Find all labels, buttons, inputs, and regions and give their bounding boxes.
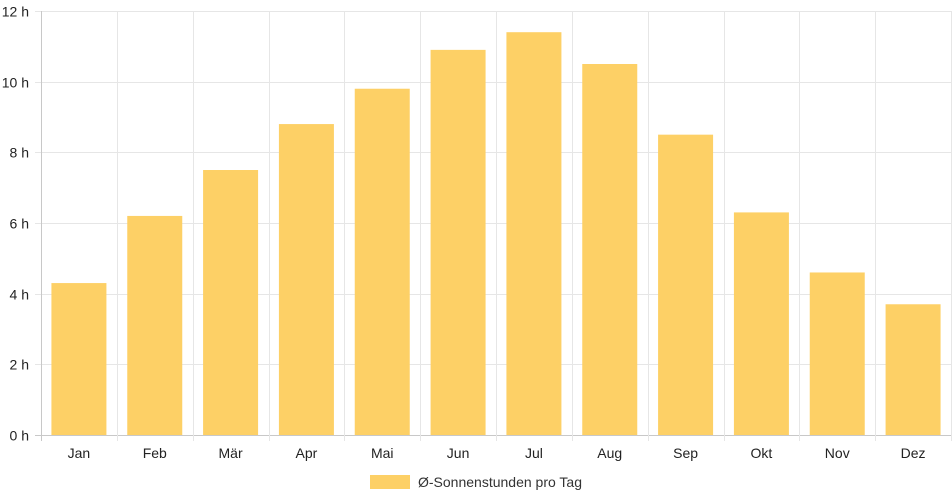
x-tick-label: Aug — [597, 445, 622, 461]
legend-swatch[interactable] — [370, 475, 410, 489]
bar-dez[interactable] — [885, 304, 941, 435]
bar-mai[interactable] — [354, 88, 410, 435]
x-tick-label: Okt — [751, 445, 773, 461]
x-tick-label: Nov — [825, 445, 850, 461]
bar-sep[interactable] — [658, 134, 714, 435]
y-tick-label: 6 h — [10, 216, 29, 232]
bar-jan[interactable] — [51, 283, 107, 435]
bar-jun[interactable] — [430, 49, 486, 435]
x-tick-label: Jul — [525, 445, 543, 461]
y-tick-label: 2 h — [10, 357, 29, 373]
bars — [51, 32, 941, 436]
x-tick-label: Jun — [447, 445, 470, 461]
legend-label[interactable]: Ø-Sonnenstunden pro Tag — [418, 474, 582, 490]
x-tick-label: Mai — [371, 445, 394, 461]
x-tick-label: Jan — [68, 445, 91, 461]
grid-lines — [35, 11, 952, 441]
x-tick-label: Apr — [296, 445, 318, 461]
x-tick-label: Dez — [901, 445, 926, 461]
x-tick-label: Mär — [219, 445, 243, 461]
y-tick-label: 0 h — [10, 428, 29, 444]
bar-jul[interactable] — [506, 32, 562, 435]
axes: 0 h 2 h 4 h 6 h 8 h 10 h 12 h Jan Feb Mär Apr Mai Ju… — [2, 4, 926, 462]
y-tick-label: 8 h — [10, 145, 29, 161]
bar-okt[interactable] — [733, 212, 789, 435]
bar-nov[interactable] — [809, 272, 865, 435]
x-tick-label: Sep — [673, 445, 698, 461]
bar-feb[interactable] — [127, 215, 183, 435]
bar-apr[interactable] — [278, 124, 334, 436]
x-tick-label: Feb — [143, 445, 167, 461]
y-tick-label: 10 h — [2, 75, 29, 91]
y-tick-label: 4 h — [10, 287, 29, 303]
legend[interactable]: Ø-Sonnenstunden pro Tag — [370, 474, 582, 490]
bar-aug[interactable] — [582, 64, 638, 435]
y-tick-label: 12 h — [2, 4, 29, 20]
bar-mär[interactable] — [203, 170, 259, 435]
